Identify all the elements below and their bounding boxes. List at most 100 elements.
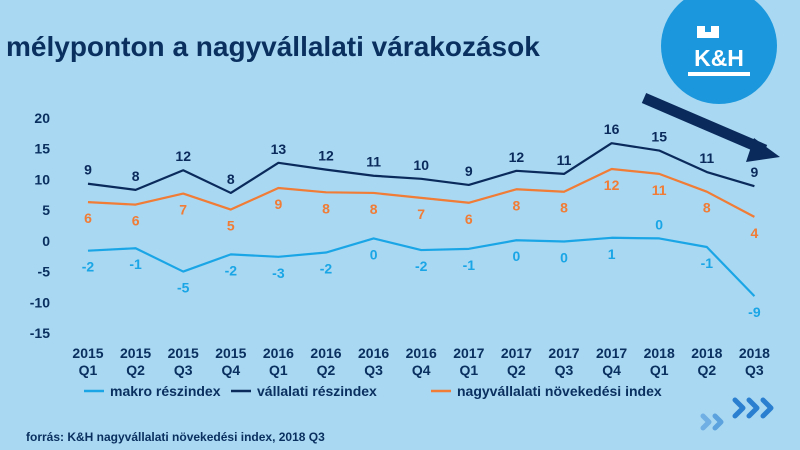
data-label-nagyvallalati: 7	[417, 206, 425, 222]
data-label-nagyvallalati: 8	[513, 197, 521, 213]
x-tick-label-year: 2016	[263, 345, 294, 361]
data-label-makro: 1	[608, 246, 616, 262]
data-label-nagyvallalati: 5	[227, 218, 235, 234]
data-label-nagyvallalati: 8	[703, 200, 711, 216]
x-tick-label-quarter: Q1	[79, 362, 98, 378]
data-label-makro: -9	[748, 304, 761, 320]
x-tick-label-quarter: Q4	[221, 362, 240, 378]
data-label-makro: -1	[129, 256, 142, 272]
x-tick-label-year: 2017	[453, 345, 484, 361]
y-axis: 20 15 10 5 0 -5 -10 -15	[30, 110, 50, 341]
x-tick-label-quarter: Q3	[555, 362, 574, 378]
data-label-nagyvallalati: 6	[132, 213, 140, 229]
data-label-vallalati: 11	[366, 154, 381, 170]
x-tick-label-quarter: Q1	[650, 362, 669, 378]
y-tick-label: 5	[42, 202, 50, 218]
x-tick-label-quarter: Q4	[412, 362, 431, 378]
x-tick-label-quarter: Q2	[317, 362, 336, 378]
data-label-nagyvallalati: 7	[179, 202, 187, 218]
y-tick-label: -15	[30, 325, 50, 341]
series-makro: -2 -1 -5 -2 -3 -2 0 -2 -1 0 0 1 0 -1 -9	[82, 216, 761, 320]
data-label-makro: -2	[415, 258, 428, 274]
data-label-vallalati: 10	[413, 157, 429, 173]
data-label-makro: 0	[655, 216, 663, 232]
series-nagyvallalati: 6 6 7 5 9 8 8 7 6 8 8 12 11 8 4	[84, 167, 759, 241]
data-label-vallalati: 12	[318, 148, 334, 164]
x-tick-label-year: 2016	[310, 345, 341, 361]
x-tick-label-year: 2018	[739, 345, 770, 361]
data-label-vallalati: 8	[227, 171, 235, 187]
x-tick-label-year: 2015	[168, 345, 199, 361]
data-label-vallalati: 9	[84, 162, 92, 178]
y-tick-label: 20	[34, 110, 50, 126]
legend-label-makro: makro részindex	[110, 383, 221, 399]
data-label-vallalati: 16	[604, 121, 620, 137]
legend-label-vallalati: vállalati részindex	[257, 383, 377, 399]
data-label-nagyvallalati: 8	[322, 200, 330, 216]
x-tick-label-year: 2017	[596, 345, 627, 361]
data-label-nagyvallalati: 12	[604, 177, 620, 193]
logo-text: K&H	[694, 45, 744, 71]
data-label-makro: -1	[701, 255, 714, 271]
data-label-makro: -2	[320, 261, 333, 277]
x-tick-label-quarter: Q3	[174, 362, 193, 378]
data-label-makro: -3	[272, 265, 285, 281]
data-label-makro: -5	[177, 280, 190, 296]
data-label-vallalati: 12	[175, 148, 191, 164]
x-tick-label-quarter: Q3	[745, 362, 764, 378]
legend-label-nagyvallalati: nagyvállalati növekedési index	[457, 383, 662, 399]
data-label-makro: 0	[513, 248, 521, 264]
data-label-vallalati: 13	[271, 141, 287, 157]
x-tick-label-year: 2018	[691, 345, 722, 361]
x-axis: 2015Q12015Q22015Q32015Q42016Q12016Q22016…	[72, 345, 770, 378]
y-tick-label: -5	[38, 264, 51, 280]
data-label-vallalati: 11	[557, 152, 572, 168]
data-label-nagyvallalati: 8	[560, 200, 568, 216]
data-label-makro: -2	[225, 262, 238, 278]
y-tick-label: 15	[34, 141, 50, 157]
data-label-vallalati: 12	[509, 149, 525, 165]
x-tick-label-year: 2015	[215, 345, 246, 361]
data-label-nagyvallalati: 4	[751, 225, 759, 241]
source-note: forrás: K&H nagyvállalati növekedési ind…	[26, 430, 325, 444]
x-tick-label-year: 2017	[501, 345, 532, 361]
data-label-vallalati: 9	[751, 164, 759, 180]
y-tick-label: 10	[34, 171, 50, 187]
data-label-vallalati: 9	[465, 163, 473, 179]
kh-logo: K&H	[661, 0, 777, 104]
x-tick-label-year: 2016	[358, 345, 389, 361]
x-tick-label-year: 2015	[120, 345, 151, 361]
data-label-makro: 0	[560, 249, 568, 265]
data-label-nagyvallalati: 6	[465, 211, 473, 227]
data-label-makro: 0	[370, 246, 378, 262]
x-tick-label-quarter: Q2	[697, 362, 716, 378]
data-label-vallalati: 15	[651, 129, 667, 145]
data-label-nagyvallalati: 11	[652, 182, 667, 198]
logo-circle	[661, 0, 777, 104]
series-vallalati: 9 8 12 8 13 12 11 10 9 12 11 16 15 11 9	[84, 121, 759, 195]
x-tick-label-quarter: Q4	[602, 362, 621, 378]
chevrons-icon	[700, 397, 774, 431]
x-tick-label-year: 2018	[644, 345, 675, 361]
x-tick-label-quarter: Q2	[507, 362, 526, 378]
data-label-vallalati: 8	[132, 168, 140, 184]
data-label-vallalati: 11	[699, 150, 714, 166]
x-tick-label-quarter: Q3	[364, 362, 383, 378]
x-tick-label-quarter: Q1	[269, 362, 288, 378]
y-tick-label: 0	[42, 233, 50, 249]
x-tick-label-year: 2017	[548, 345, 579, 361]
data-label-nagyvallalati: 9	[275, 196, 283, 212]
y-tick-label: -10	[30, 294, 50, 310]
data-label-makro: -1	[463, 257, 476, 273]
legend: makro részindex vállalati részindex nagyvá…	[84, 383, 662, 399]
data-label-nagyvallalati: 6	[84, 210, 92, 226]
logo-underline	[688, 72, 750, 76]
data-label-nagyvallalati: 8	[370, 201, 378, 217]
x-tick-label-quarter: Q1	[459, 362, 478, 378]
x-tick-label-quarter: Q2	[126, 362, 145, 378]
chart-title: mélyponton a nagyvállalati várakozások	[6, 31, 540, 62]
data-label-makro: -2	[82, 259, 95, 275]
x-tick-label-year: 2016	[406, 345, 437, 361]
